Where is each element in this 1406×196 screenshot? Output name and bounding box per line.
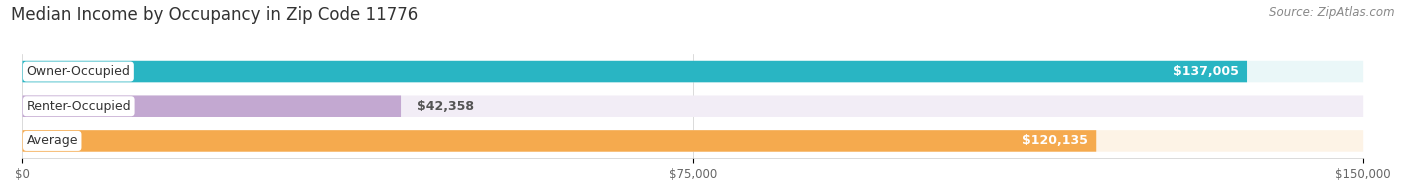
Text: $42,358: $42,358 bbox=[418, 100, 474, 113]
Text: Renter-Occupied: Renter-Occupied bbox=[27, 100, 131, 113]
Text: $120,135: $120,135 bbox=[1022, 134, 1088, 147]
Text: $137,005: $137,005 bbox=[1173, 65, 1239, 78]
Text: Average: Average bbox=[27, 134, 77, 147]
FancyBboxPatch shape bbox=[22, 130, 1097, 152]
Text: Median Income by Occupancy in Zip Code 11776: Median Income by Occupancy in Zip Code 1… bbox=[11, 6, 419, 24]
FancyBboxPatch shape bbox=[22, 95, 1364, 117]
FancyBboxPatch shape bbox=[22, 95, 401, 117]
Text: Source: ZipAtlas.com: Source: ZipAtlas.com bbox=[1270, 6, 1395, 19]
Text: Owner-Occupied: Owner-Occupied bbox=[27, 65, 131, 78]
FancyBboxPatch shape bbox=[22, 61, 1247, 82]
FancyBboxPatch shape bbox=[22, 130, 1364, 152]
FancyBboxPatch shape bbox=[22, 61, 1364, 82]
